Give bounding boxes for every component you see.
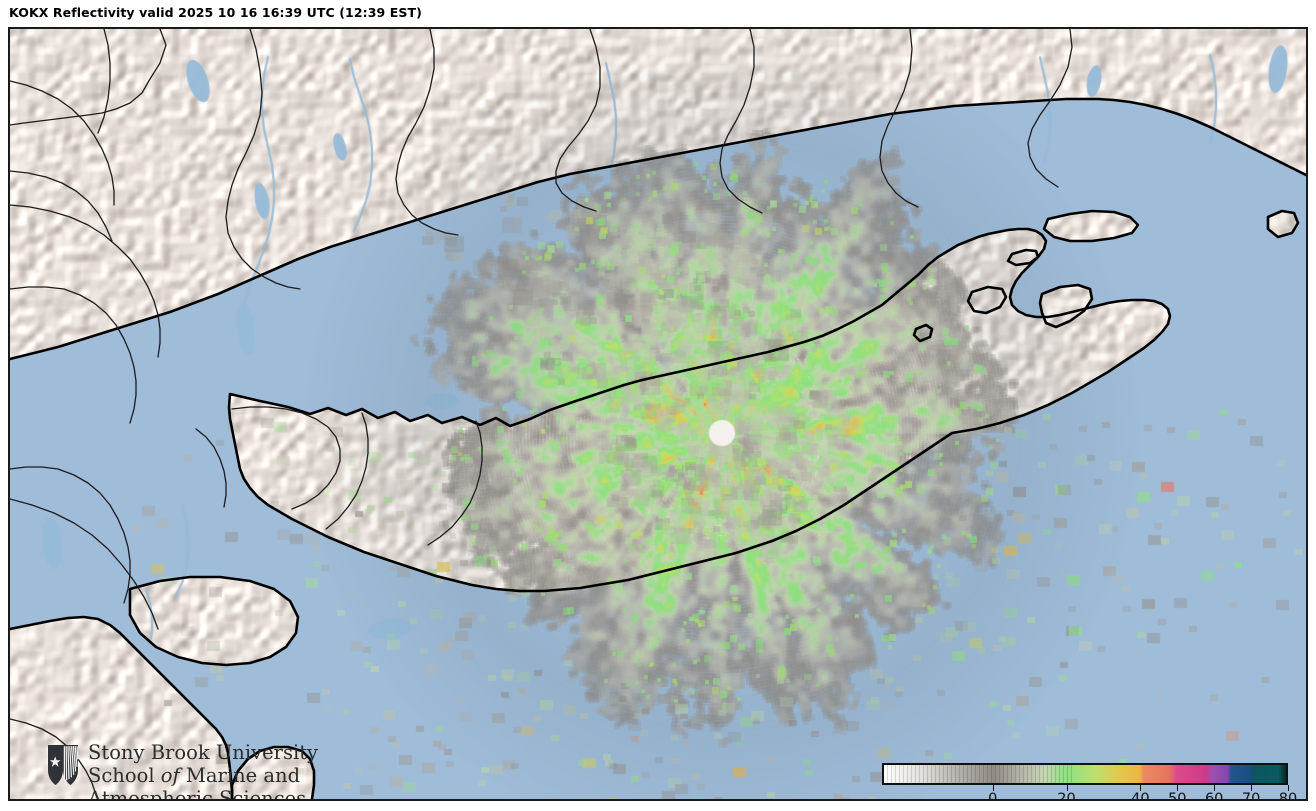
colorbar-banding [884,765,1073,783]
colorbar-tick [992,785,994,791]
header-bar: KOKX Reflectivity valid 2025 10 16 16:39… [0,0,1316,27]
political-border-16 [10,170,113,242]
colorbar-tick-label: 60 [1204,791,1224,801]
fishers-island-coastline [1042,209,1140,243]
colorbar-tick [1177,785,1179,791]
political-border-10 [10,498,159,630]
political-border-11 [231,406,341,510]
colorbar-gradient-box [882,763,1288,785]
reflectivity-colorbar[interactable]: 0 20 40 50 60 70 80 [882,763,1297,799]
shelter-island-coastline [966,285,1008,315]
colorbar-gradient [884,765,1286,783]
political-border-17 [195,428,227,508]
new-jersey-coastline [10,615,234,799]
political-border-2 [395,29,459,236]
political-border-5 [879,29,919,208]
political-border-1 [225,29,301,290]
colorbar-tick [1251,785,1253,791]
colorbar-tick [1214,785,1216,791]
political-border-12 [325,412,369,530]
colorbar-tick [1140,785,1142,791]
political-border-15 [97,29,111,134]
political-border-18 [10,718,99,799]
political-border-14 [10,80,115,206]
colorbar-tick-label: 80 [1278,791,1298,801]
radar-map-canvas[interactable] [10,29,1306,799]
coastline-and-border-layer [10,29,1306,799]
political-border-0 [10,29,167,126]
nyc-coastline [128,575,300,667]
small-ne-island-coastline [1266,209,1300,239]
gardiners-island-coastline [1038,283,1094,329]
robins-island-coastline [912,323,934,343]
colorbar-tick-label: 70 [1241,791,1261,801]
political-border-7 [10,204,161,358]
political-border-4 [719,29,763,214]
colorbar-tick-label: 50 [1168,791,1187,801]
plum-island-coastline [1006,248,1040,267]
political-border-13 [427,420,483,546]
political-border-6 [1027,29,1073,188]
colorbar-tick-label: 0 [988,791,998,801]
sandy-hook-coastline [230,745,316,799]
colorbar-tick [1066,785,1068,791]
connecticut-coastline [10,97,1306,361]
colorbar-tick-label: 40 [1131,791,1150,801]
colorbar-tick [1288,785,1289,791]
colorbar-tick-label: 20 [1057,791,1076,801]
political-border-8 [10,286,137,424]
political-border-3 [555,29,601,212]
page-title: KOKX Reflectivity valid 2025 10 16 16:39… [9,5,422,20]
political-border-9 [10,466,131,604]
colorbar-tick-axis: 0 20 40 50 60 70 80 [882,785,1297,801]
long-island-coastline [227,227,1172,593]
radar-map-frame[interactable]: Stony Brook University School of Marine … [8,27,1308,801]
